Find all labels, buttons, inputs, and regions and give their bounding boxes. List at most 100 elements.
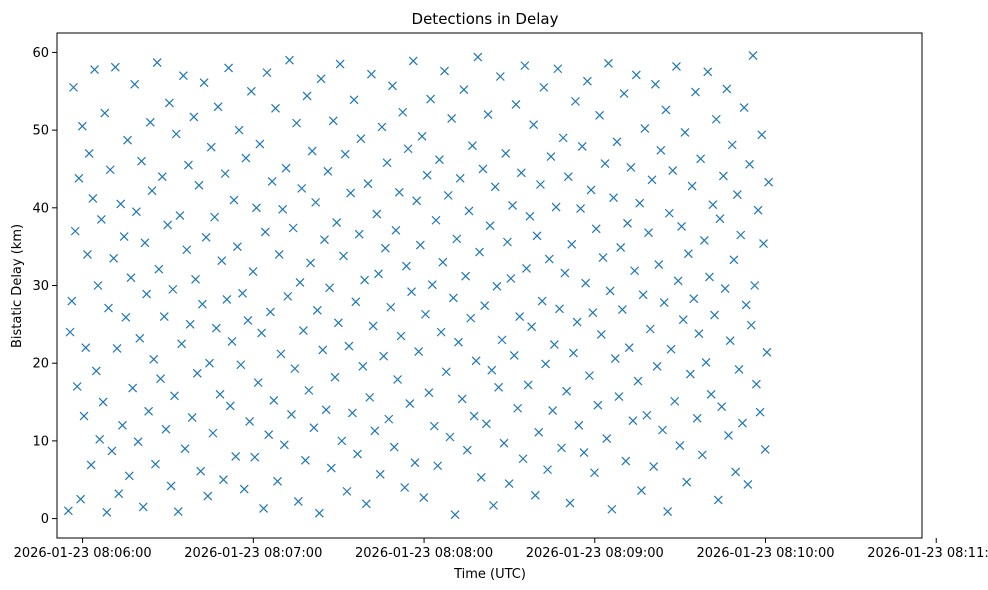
data-point bbox=[298, 326, 308, 335]
data-point bbox=[273, 476, 282, 486]
data-point bbox=[245, 417, 255, 426]
data-point bbox=[377, 122, 387, 132]
data-point bbox=[492, 281, 502, 291]
data-point bbox=[544, 254, 554, 264]
data-point bbox=[708, 200, 718, 210]
data-point bbox=[135, 333, 145, 343]
data-point bbox=[701, 357, 711, 367]
data-point bbox=[159, 312, 169, 322]
chart-title: Detections in Delay bbox=[412, 10, 559, 28]
data-point bbox=[532, 231, 542, 241]
data-point bbox=[232, 242, 242, 252]
data-point bbox=[217, 256, 227, 266]
data-point bbox=[187, 413, 197, 423]
x-tick-label: 2026-01-23 08:10:00 bbox=[696, 546, 834, 561]
data-point bbox=[678, 315, 688, 325]
data-point bbox=[211, 323, 221, 333]
data-point bbox=[438, 257, 448, 267]
data-point bbox=[210, 212, 220, 222]
data-point bbox=[677, 222, 686, 231]
data-point bbox=[724, 431, 733, 440]
data-point bbox=[617, 305, 627, 315]
data-point bbox=[288, 223, 298, 233]
data-point bbox=[462, 445, 472, 455]
data-point bbox=[374, 269, 383, 279]
data-point bbox=[264, 430, 274, 440]
data-point bbox=[417, 131, 427, 141]
data-point bbox=[652, 361, 662, 371]
data-point bbox=[396, 331, 406, 341]
data-point bbox=[595, 110, 605, 120]
data-point bbox=[177, 339, 187, 349]
data-point bbox=[642, 410, 652, 420]
data-point bbox=[429, 421, 439, 431]
data-point bbox=[81, 343, 91, 353]
data-point bbox=[529, 120, 539, 130]
data-point bbox=[84, 148, 94, 158]
data-point bbox=[360, 275, 370, 285]
data-point bbox=[184, 160, 193, 170]
data-point bbox=[593, 400, 603, 410]
data-point bbox=[443, 190, 453, 200]
data-point bbox=[605, 286, 615, 296]
data-point bbox=[180, 444, 190, 454]
data-point bbox=[480, 301, 490, 311]
data-point bbox=[278, 204, 288, 214]
data-point bbox=[645, 324, 655, 334]
data-point bbox=[250, 452, 260, 462]
data-point bbox=[483, 110, 493, 120]
data-point bbox=[729, 255, 739, 265]
data-point bbox=[109, 253, 119, 263]
data-point bbox=[257, 328, 267, 338]
data-point bbox=[623, 218, 632, 228]
data-point bbox=[475, 247, 484, 257]
data-point bbox=[63, 506, 73, 516]
data-point bbox=[366, 69, 376, 79]
data-point bbox=[581, 278, 591, 288]
data-point bbox=[511, 100, 521, 109]
data-point bbox=[185, 319, 195, 329]
data-point bbox=[609, 193, 618, 203]
data-point bbox=[495, 72, 505, 81]
data-point bbox=[718, 171, 728, 181]
data-point bbox=[549, 340, 559, 349]
data-point bbox=[551, 202, 561, 212]
data-point bbox=[664, 208, 674, 218]
data-point bbox=[168, 284, 178, 294]
data-point bbox=[199, 78, 209, 88]
data-point bbox=[243, 316, 253, 325]
data-point bbox=[522, 263, 531, 273]
data-point bbox=[98, 397, 108, 407]
data-point bbox=[649, 462, 659, 471]
data-point bbox=[504, 479, 514, 489]
data-point bbox=[318, 345, 328, 355]
data-point bbox=[680, 128, 690, 137]
x-tick-label: 2026-01-23 08:11:00 bbox=[867, 546, 988, 561]
data-point bbox=[422, 170, 432, 180]
data-point bbox=[562, 386, 572, 396]
data-point bbox=[638, 290, 648, 300]
data-point bbox=[130, 79, 140, 89]
data-point bbox=[563, 172, 573, 182]
data-point bbox=[102, 507, 112, 517]
data-point bbox=[69, 82, 78, 92]
data-point bbox=[539, 82, 549, 92]
data-point bbox=[577, 142, 587, 151]
data-point bbox=[659, 298, 669, 308]
data-point bbox=[74, 173, 84, 183]
data-point bbox=[689, 294, 699, 304]
data-point bbox=[440, 66, 449, 76]
data-point bbox=[694, 329, 704, 339]
data-point bbox=[468, 141, 477, 151]
data-point bbox=[696, 154, 706, 164]
data-point bbox=[757, 130, 767, 140]
data-point bbox=[590, 468, 599, 478]
data-point bbox=[281, 163, 291, 173]
data-point bbox=[279, 440, 289, 450]
data-point bbox=[407, 287, 416, 297]
data-point bbox=[326, 463, 336, 473]
data-point bbox=[739, 103, 749, 113]
data-point bbox=[178, 71, 188, 81]
data-point bbox=[137, 156, 146, 166]
